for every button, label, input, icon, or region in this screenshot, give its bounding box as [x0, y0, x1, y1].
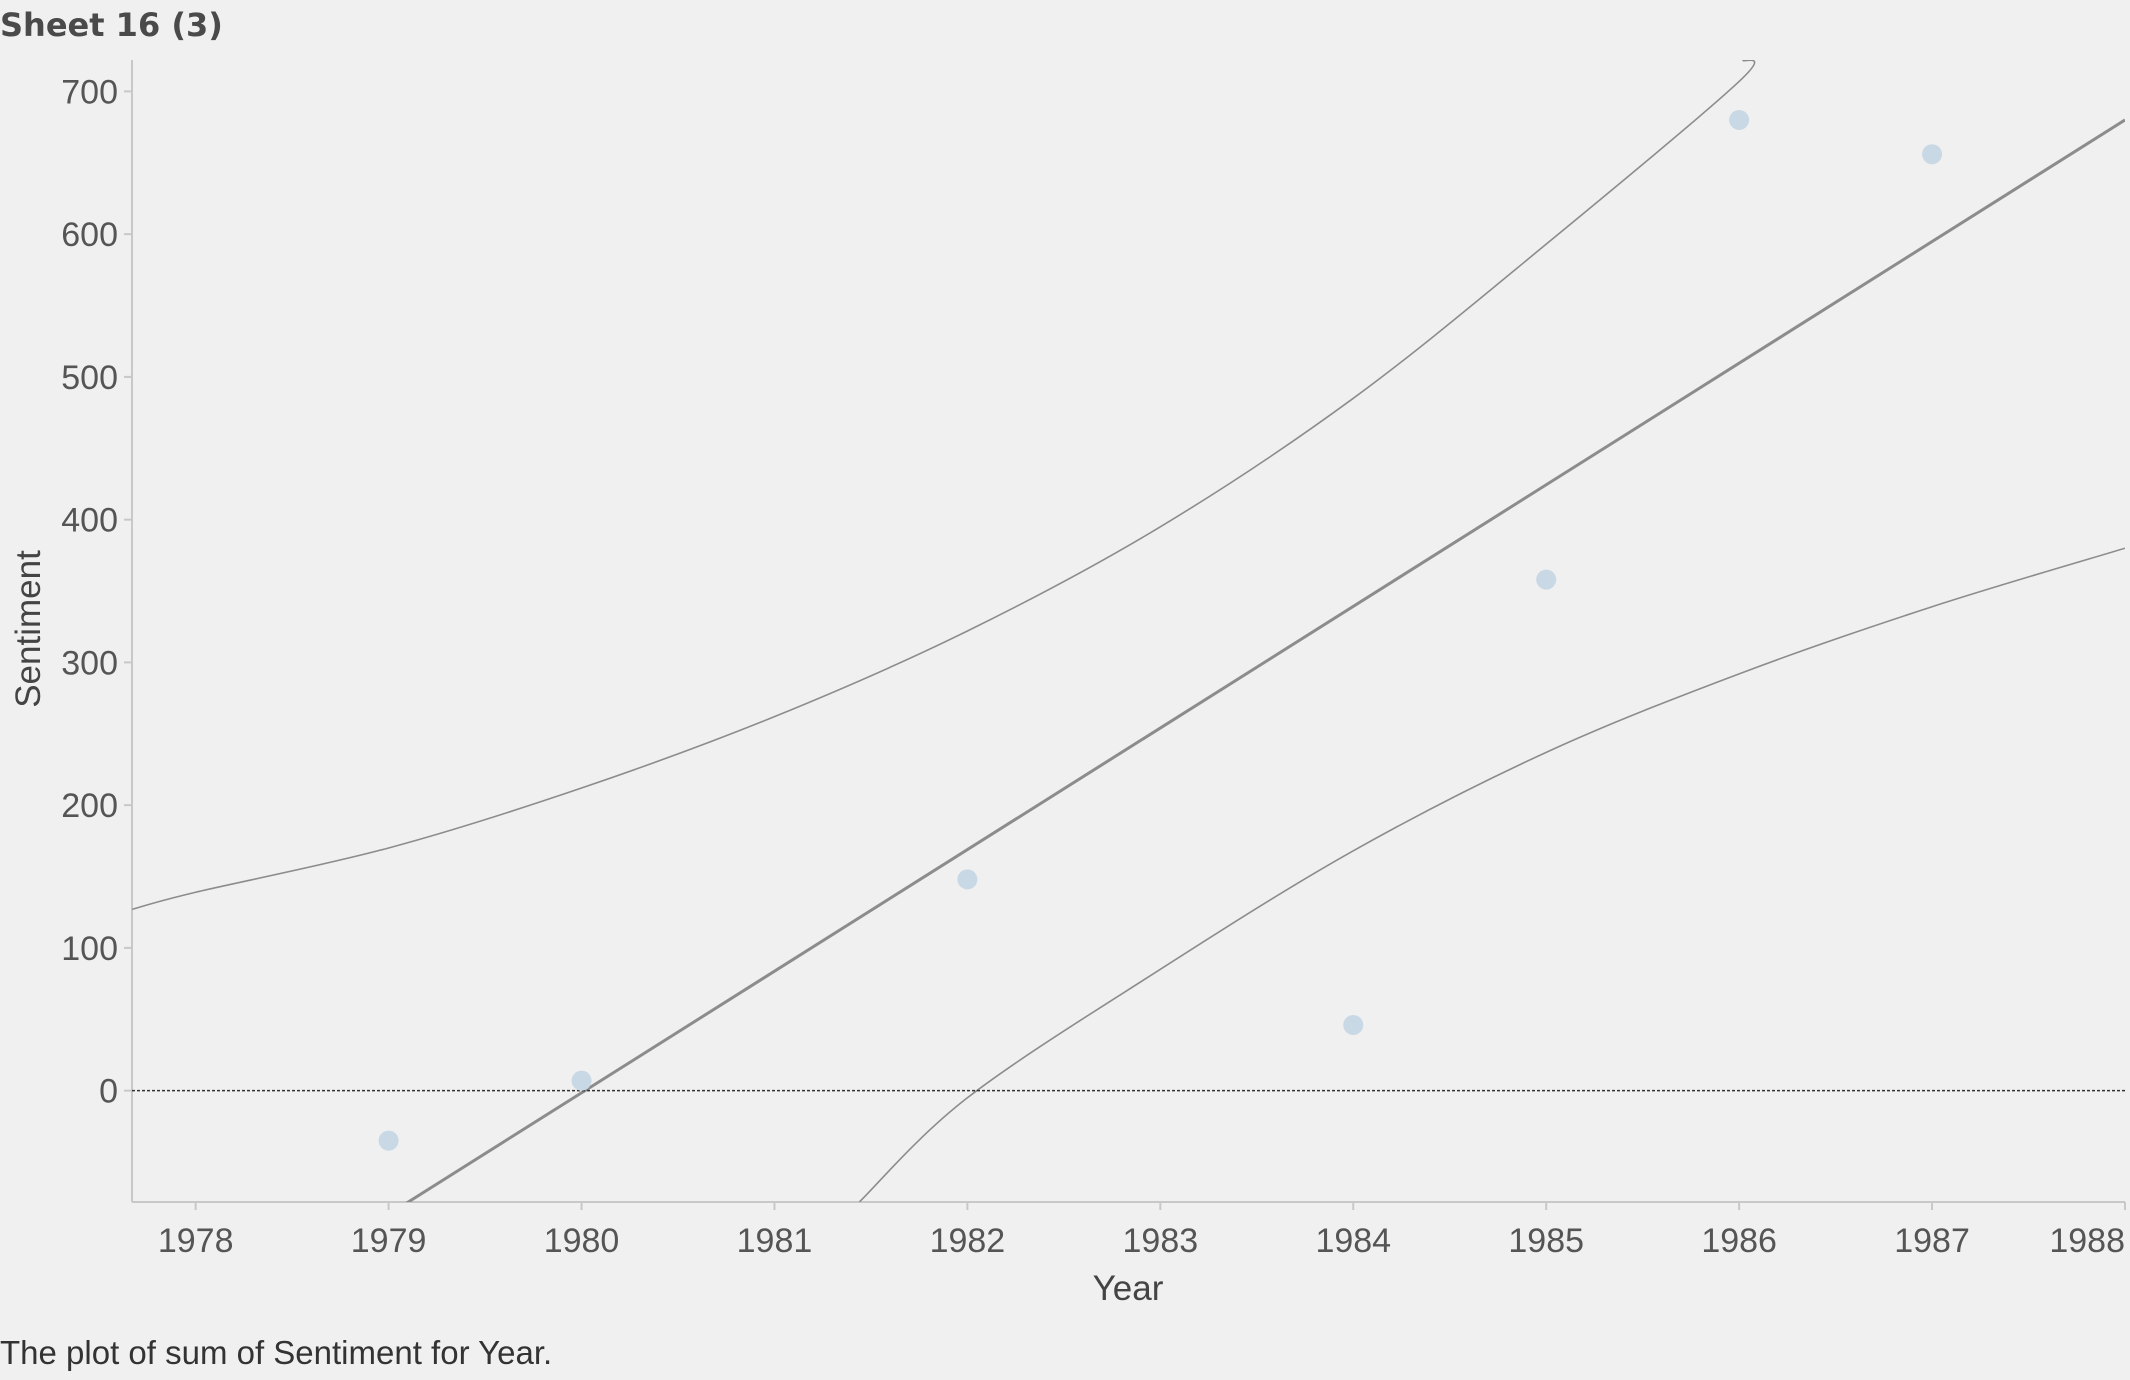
x-tick-label: 1983	[1123, 1222, 1199, 1260]
y-tick-label: 600	[61, 216, 118, 254]
confidence-band-lower	[858, 547, 2125, 1202]
data-point	[957, 869, 978, 890]
y-axis-ticks: 0 100 200 300 400 500 600 700	[61, 73, 132, 1111]
y-tick-label: 300	[61, 644, 118, 682]
data-point	[378, 1130, 399, 1151]
x-axis-title: Year	[1093, 1269, 1164, 1308]
x-tick-label: 1987	[1894, 1222, 1970, 1260]
data-points	[378, 109, 1943, 1151]
y-tick-label: 0	[99, 1073, 118, 1111]
trend-line-group	[405, 118, 2125, 1202]
x-tick-label: 1980	[544, 1222, 620, 1260]
x-tick-label: 1978	[158, 1222, 234, 1260]
x-tick-label: 1979	[351, 1222, 427, 1260]
y-tick-label: 100	[61, 930, 118, 968]
data-point	[1922, 144, 1943, 165]
x-tick-label: 1985	[1508, 1222, 1584, 1260]
confidence-bands	[132, 60, 2125, 1202]
y-tick-label: 500	[61, 359, 118, 397]
sheet-title: Sheet 16 (3)	[0, 6, 223, 44]
y-axis-title: Sentiment	[9, 550, 48, 708]
x-tick-label: 1982	[930, 1222, 1006, 1260]
axes	[131, 60, 2125, 1203]
y-tick-label: 700	[61, 73, 118, 111]
data-point	[1343, 1014, 1364, 1035]
trend-line	[405, 118, 2125, 1202]
x-tick-label: 1984	[1315, 1222, 1391, 1260]
chart-caption: The plot of sum of Sentiment for Year.	[0, 1334, 553, 1371]
x-axis-ticks: 1978 1979 1980 1981 1982 1983 1984 1985 1986 1987…	[158, 1202, 2126, 1260]
y-tick-label: 400	[61, 502, 118, 540]
x-tick-label: 1988	[2049, 1222, 2125, 1260]
data-point	[571, 1070, 592, 1091]
x-tick-label: 1986	[1701, 1222, 1777, 1260]
x-tick-label: 1981	[737, 1222, 813, 1260]
data-point	[1729, 109, 1750, 130]
confidence-band-upper	[132, 60, 1756, 911]
data-point	[1536, 569, 1557, 590]
y-tick-label: 200	[61, 787, 118, 825]
